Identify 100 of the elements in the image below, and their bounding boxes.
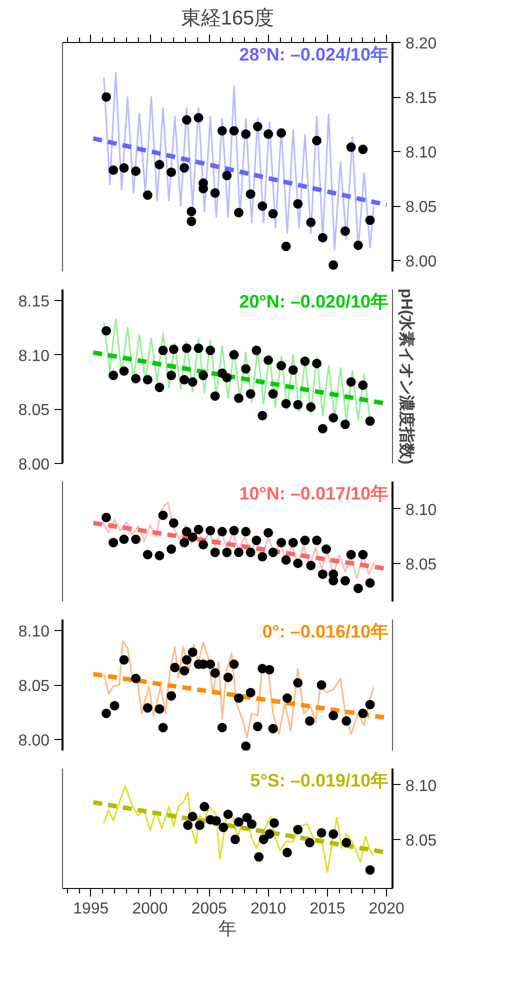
y-axis-title: pH(水素イオン濃度指数) [398,288,416,464]
point [293,199,303,209]
text: 0°: –0.016/10年 [262,622,388,642]
point [312,358,322,368]
point [212,816,222,826]
point [281,398,291,408]
point [222,548,232,558]
point [166,691,176,701]
point [306,218,316,228]
point [186,206,196,216]
point [182,115,192,125]
point [131,166,141,176]
point [316,828,326,838]
point [264,829,274,839]
point [246,548,256,558]
y-tick-label: 8.00 [18,456,50,474]
point [269,818,279,828]
point [210,668,220,678]
point [131,534,141,544]
x-tick-label: 2010 [250,900,286,918]
point [188,812,198,822]
point [102,512,112,522]
point [322,544,332,554]
point [288,365,298,375]
point [223,672,233,682]
y-tick-label: 8.10 [18,623,50,640]
point [166,168,176,178]
point [268,548,278,558]
point [108,165,118,175]
x-tick-label: 2015 [310,900,346,918]
point [258,201,268,211]
point [110,701,120,710]
x-tick-label: 1995 [73,900,109,918]
point [180,666,190,676]
point [198,540,208,550]
y-tick-label: 8.05 [18,402,50,420]
point [218,822,228,832]
y-tick-label: 8.15 [18,293,50,310]
point [194,820,204,830]
text: 5°S: –0.019/10年 [250,770,389,790]
y-tick-label: 8.05 [18,678,50,695]
y-tick-label: 8.20 [406,36,437,52]
point [328,829,338,839]
point [358,144,368,154]
y-tick-label: 8.15 [406,90,437,108]
point [142,703,152,713]
point [200,802,210,812]
point [268,724,278,734]
point [346,550,356,560]
point [158,346,168,356]
point [154,160,164,170]
point [234,208,244,218]
point [282,848,292,858]
point [158,722,168,732]
point [246,189,256,199]
chart-title: 東経165度 [180,8,274,30]
point [206,346,216,356]
point [365,578,375,588]
point [264,528,274,538]
point [342,716,352,726]
y-tick-label: 8.10 [406,502,437,519]
point [217,526,227,536]
point [188,377,198,387]
y-tick-label: 8.10 [18,348,50,365]
point [182,526,192,536]
point [246,819,256,829]
point [234,548,244,558]
point [268,389,278,399]
point [365,865,375,875]
point [186,216,196,226]
x-axis-title: 年 [218,918,236,938]
point [234,693,244,703]
point [328,710,338,720]
point [158,510,168,520]
line-series [102,501,376,580]
point [142,550,152,560]
point [222,170,232,180]
point [276,538,286,548]
point [346,377,356,387]
point [194,113,204,122]
point [119,534,129,544]
point [300,356,310,366]
point [340,420,350,430]
y-tick-label: 8.10 [406,778,437,795]
point [328,576,338,586]
point [258,410,268,420]
point [180,163,190,173]
point [358,550,368,560]
y-tick-label: 8.05 [406,832,437,850]
point [102,326,112,336]
point [281,242,291,252]
point [252,536,262,546]
point [154,704,164,714]
point [217,126,227,136]
point [282,693,292,703]
x-tick-label: 2000 [132,900,168,918]
point [300,536,310,546]
point [142,375,152,385]
point [293,678,303,688]
point [328,260,338,270]
